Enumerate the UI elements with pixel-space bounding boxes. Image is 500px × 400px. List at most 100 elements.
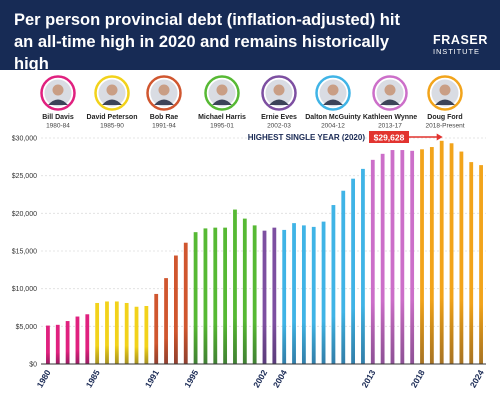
bar-shade-2001 [252,225,257,364]
bar-shade-1980 [46,325,50,364]
bar-shade-2018 [420,149,424,364]
y-tick-label: $5,000 [16,324,38,331]
annotation-value: $29,628 [374,133,405,143]
premier-shoulders-icon [323,99,343,105]
logo-line-1: FRASER [433,33,488,47]
bar-shade-2016 [400,150,405,364]
bar-shade-2017 [410,150,415,364]
bar-shade-1983 [75,316,80,364]
premier-name: Dalton McGuinty [305,114,361,121]
bar-shade-1992 [164,278,168,364]
bar-shade-1986 [105,301,109,364]
annotation-arrowhead [436,133,443,141]
premier-shoulders-icon [380,99,400,105]
bar-shade-1989 [134,306,139,364]
bar-shade-2011 [351,178,355,364]
premier-years: 1980-84 [46,123,70,130]
premier-name: David Peterson [87,114,138,121]
premier-head-icon [216,84,228,96]
bar-shade-1998 [223,227,228,364]
bar-shade-2021 [449,143,454,364]
bar-shade-1993 [174,255,178,364]
bar-shade-2006 [301,225,306,364]
bar-shade-2012 [361,168,365,364]
bar-shade-2004 [282,229,287,364]
x-tick-label: 2024 [468,368,486,390]
bar-shade-2000 [242,218,247,364]
x-tick-label: 1995 [182,368,200,390]
y-tick-label: $15,000 [12,249,37,256]
premier-years: 2002-03 [267,123,291,130]
bar-shade-2005 [292,223,296,364]
x-tick-label: 2004 [271,368,289,390]
page-title: Per person provincial debt (inflation-ad… [14,11,400,73]
premier-head-icon [439,84,451,96]
bar-shade-1988 [124,302,129,364]
x-tick-label: 2018 [409,368,427,390]
bar-shade-1981 [55,324,60,364]
premier-shoulders-icon [154,99,174,105]
bar-shade-1994 [183,242,188,364]
premier-name: Michael Harris [198,114,246,121]
x-tick-label: 2013 [359,368,377,390]
bar-shade-2013 [370,159,375,364]
annotation-badge [369,131,409,143]
premier-years: 1991-94 [152,123,176,130]
premier-head-icon [384,84,396,96]
bar-shade-1984 [85,314,90,364]
x-tick-label: 1991 [143,368,161,390]
y-tick-label: $20,000 [12,211,37,218]
x-tick-label: 1980 [35,368,53,390]
premier-name: Bill Davis [42,114,74,121]
bar-shade-1990 [144,305,149,364]
bar-shade-1997 [213,227,218,364]
bar-shade-2008 [321,221,326,364]
bar-shade-1999 [233,209,237,364]
bar-shade-2009 [331,205,336,364]
bar-shade-1991 [154,293,159,364]
bar-shade-2003 [272,227,277,364]
premier-head-icon [327,84,339,96]
bar-shade-2002 [262,230,267,364]
premier-name: Doug Ford [427,114,462,121]
premier-years: 1985-90 [100,123,124,130]
x-tick-label: 1985 [84,368,102,390]
title-banner: Per person provincial debt (inflation-ad… [0,0,500,73]
bar-shade-1995 [193,232,198,364]
premier-shoulders-icon [102,99,122,105]
bar-shade-1987 [114,301,119,364]
premier-years: 2018-Present [425,123,464,130]
premier-head-icon [106,84,118,96]
premier-head-icon [52,84,64,96]
x-tick-label: 2002 [251,368,269,390]
bar-shade-2023 [469,162,474,364]
logo-line-2: INSTITUTE [433,47,480,56]
fraser-institute-logo: FRASER INSTITUTE [433,34,488,57]
y-tick-label: $10,000 [12,286,37,293]
premier-shoulders-icon [269,99,289,105]
premier-shoulders-icon [435,99,455,105]
premier-head-icon [273,84,285,96]
bar-shade-2014 [380,153,385,364]
bar-shade-2024 [479,165,483,364]
premier-name: Ernie Eves [261,114,297,121]
bar-shade-2022 [459,151,464,364]
bar-shade-1996 [203,228,208,364]
bar-shade-2019 [429,147,434,364]
y-tick-label: $0 [29,362,37,369]
bar-shade-2015 [390,150,395,364]
premier-years: 1995-01 [210,123,234,130]
bar-shade-2010 [341,190,346,364]
premier-head-icon [158,84,170,96]
premier-shoulders-icon [212,99,232,105]
annotation-label: HIGHEST SINGLE YEAR (2020) [248,133,366,142]
bar-shade-1985 [95,302,100,364]
y-tick-label: $25,000 [12,173,37,180]
premier-name: Bob Rae [150,114,179,121]
premier-shoulders-icon [48,99,68,105]
premier-years: 2004-12 [321,123,345,130]
bar-shade-2007 [311,226,316,364]
premier-years: 2013-17 [378,123,402,130]
bar-shade-1982 [65,321,70,364]
